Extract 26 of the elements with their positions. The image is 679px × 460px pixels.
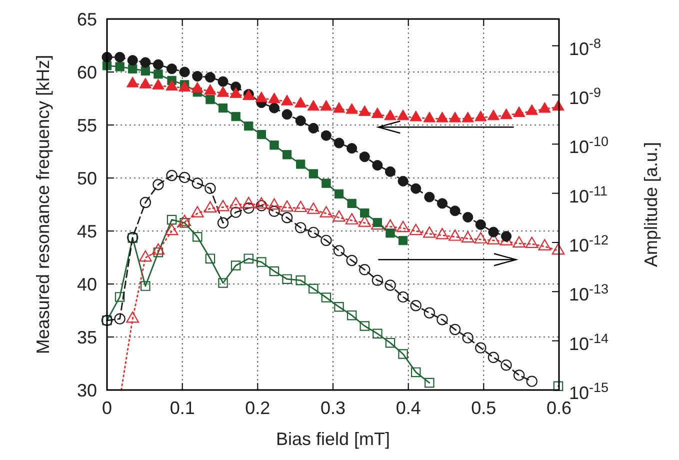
- y2-tick-label: 10$^{-12}$: [569, 232, 609, 256]
- x-tick-label: 0: [102, 398, 112, 418]
- y-tick-label: 65: [76, 9, 97, 30]
- y2-axis-title: Amplitude [a.u.]: [641, 142, 661, 268]
- y2-tick-label: 10$^{-11}$: [569, 182, 608, 206]
- x-tick-label: 0.3: [320, 398, 346, 418]
- y-tick-label: 35: [76, 327, 97, 348]
- y-tick-label: 30: [76, 380, 97, 400]
- y-tick-label: 50: [76, 168, 97, 188]
- x-tick-label: 0.4: [396, 398, 421, 418]
- y-tick-label: 40: [76, 274, 97, 294]
- y2-tick-label: 10$^{-10}$: [569, 134, 609, 158]
- y2-tick-label: 10$^{-8}$: [569, 35, 602, 59]
- y2-tick-label: 10$^{-13}$: [569, 281, 609, 305]
- y-tick-label: 55: [76, 115, 97, 136]
- y2-tick-label: 10$^{-14}$: [569, 330, 610, 354]
- y-axis-title: Measured resonance frequency [kHz]: [33, 54, 53, 354]
- x-tick-label: 0.6: [546, 398, 572, 418]
- x-tick-label: 0.2: [245, 398, 270, 418]
- y-tick-label: 60: [76, 62, 97, 82]
- y2-tick-label: 10$^{-15}$: [569, 380, 609, 403]
- y-tick-label: 45: [76, 221, 97, 242]
- y2-tick-label: 10$^{-9}$: [569, 84, 602, 108]
- x-tick-label: 0.5: [471, 398, 496, 418]
- x-tick-label: 0.1: [170, 398, 195, 418]
- x-axis-title: Bias field [mT]: [276, 429, 390, 449]
